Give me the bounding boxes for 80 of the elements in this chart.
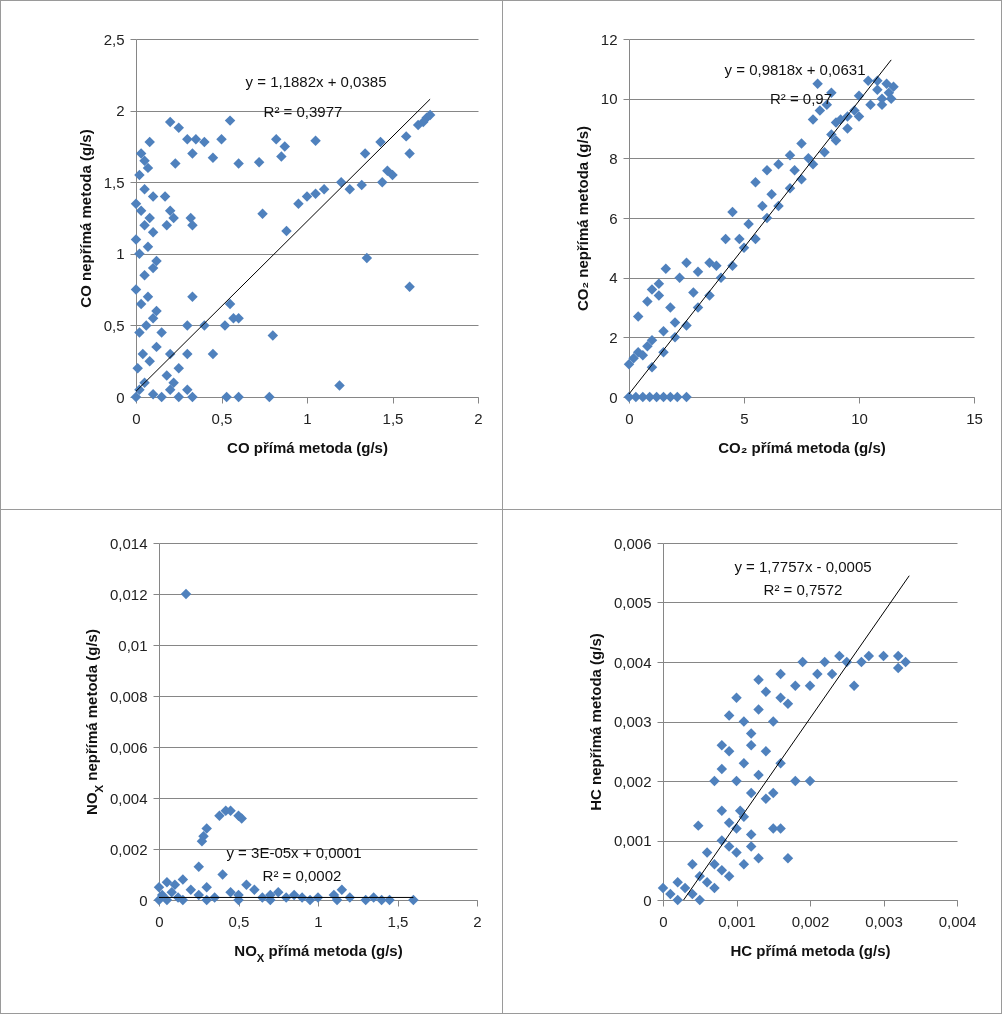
point xyxy=(166,887,177,898)
y-tick-label: 0,008 xyxy=(109,687,148,705)
point xyxy=(304,894,316,906)
x-tick-label: 2 xyxy=(474,409,483,427)
y-tick-label: 1 xyxy=(116,245,125,263)
point xyxy=(185,884,197,896)
x-tick-label: 0,002 xyxy=(791,912,830,930)
y-tick-label: 2 xyxy=(116,102,125,120)
annotation: R² = 0,3977 xyxy=(263,103,343,120)
y-tick-label: 0,005 xyxy=(613,594,652,611)
x-axis-title: HC přímá metoda (g/s) xyxy=(730,941,891,959)
y-tick-label: 8 xyxy=(609,149,618,167)
point xyxy=(217,869,228,880)
y-tick-label: 2 xyxy=(609,328,618,346)
y-tick-label: 0,01 xyxy=(118,636,148,654)
y-tick-label: 0,004 xyxy=(613,653,652,671)
x-tick-label: 0,001 xyxy=(718,912,756,930)
y-tick-label: 0 xyxy=(609,388,618,406)
point xyxy=(273,887,284,898)
point xyxy=(180,588,192,600)
point xyxy=(201,882,212,893)
point xyxy=(193,889,204,901)
y-tick-label: 2,5 xyxy=(103,30,125,48)
annotation: R² = 0,0002 xyxy=(262,867,342,884)
point xyxy=(193,861,204,873)
point xyxy=(161,876,173,888)
point xyxy=(288,889,300,901)
y-tick-label: 0,014 xyxy=(109,534,148,552)
point xyxy=(241,879,252,890)
point xyxy=(225,887,236,898)
y-tick-label: 0 xyxy=(116,388,125,406)
x-tick-label: 0,004 xyxy=(938,912,977,930)
x-tick-label: 0,5 xyxy=(211,409,233,427)
y-tick-label: 0 xyxy=(139,891,148,909)
y-tick-label: 4 xyxy=(609,269,618,287)
annotation: y = 1,7757x - 0,0005 xyxy=(734,558,872,575)
annotation: y = 3E-05x + 0,0001 xyxy=(226,844,362,861)
x-tick-label: 10 xyxy=(851,409,868,427)
x-tick-label: 1,5 xyxy=(387,912,409,930)
y-tick-label: 0,001 xyxy=(613,832,652,849)
x-tick-label: 15 xyxy=(966,409,983,427)
point xyxy=(201,823,212,834)
x-tick-label: 2 xyxy=(473,912,482,930)
x-tick-label: 0,003 xyxy=(865,912,903,930)
y-tick-label: 0,5 xyxy=(103,316,125,334)
x-axis-title: CO přímá metoda (g/s) xyxy=(227,438,388,456)
y-axis-title: CO₂ nepřímá metoda (g/s) xyxy=(573,125,591,312)
point xyxy=(214,810,225,822)
y-tick-label: 0,006 xyxy=(109,738,148,756)
x-tick-label: 0 xyxy=(659,912,668,930)
x-tick-label: 1 xyxy=(314,912,323,930)
point xyxy=(153,882,165,893)
x-tick-label: 0 xyxy=(155,912,164,930)
x-tick-label: 5 xyxy=(740,409,749,427)
x-axis-title: NO$_{X}$ přímá metoda (g/s) xyxy=(234,941,403,964)
annotation: y = 1,1882x + 0,0385 xyxy=(245,73,387,90)
x-tick-label: 1,5 xyxy=(382,409,404,427)
y-tick-label: 0,006 xyxy=(613,534,652,552)
point xyxy=(336,884,348,896)
y-tick-label: 0,003 xyxy=(613,713,652,730)
y-tick-label: 1,5 xyxy=(103,173,125,191)
y-tick-label: 0,004 xyxy=(109,789,148,807)
point xyxy=(177,874,189,885)
y-tick-label: 0,002 xyxy=(109,840,148,858)
annotation: R² = 0,97 xyxy=(769,90,833,107)
x-tick-label: 0,5 xyxy=(228,912,250,930)
x-axis-title: CO₂ přímá metoda (g/s) xyxy=(718,438,886,456)
y-tick-label: 0 xyxy=(643,891,652,909)
point xyxy=(249,884,260,896)
y-tick-label: 12 xyxy=(600,30,618,48)
annotation: R² = 0,7572 xyxy=(763,581,843,598)
y-tick-label: 10 xyxy=(600,90,618,108)
y-tick-label: 6 xyxy=(609,209,618,227)
annotation: y = 0,9818x + 0,0631 xyxy=(724,61,866,78)
y-tick-label: 0,002 xyxy=(613,772,652,790)
x-tick-label: 1 xyxy=(303,409,312,427)
y-axis-title: HC nepřímá metoda (g/s) xyxy=(586,633,604,811)
point xyxy=(169,879,181,890)
y-tick-label: 0,012 xyxy=(109,585,148,603)
y-axis-title: CO nepřímá metoda (g/s) xyxy=(76,129,94,308)
